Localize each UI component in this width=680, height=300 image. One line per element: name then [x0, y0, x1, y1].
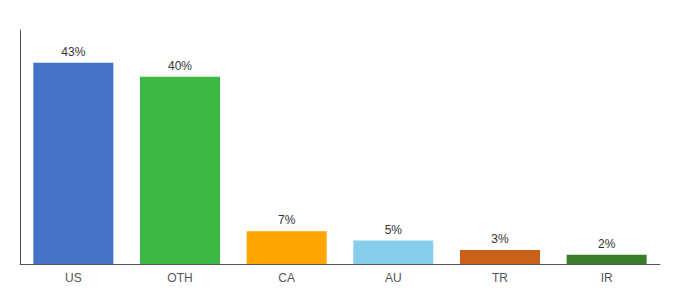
- svg-text:OTH: OTH: [167, 271, 192, 285]
- svg-text:7%: 7%: [278, 213, 296, 227]
- svg-text:5%: 5%: [385, 223, 403, 237]
- svg-text:40%: 40%: [168, 59, 192, 73]
- svg-text:3%: 3%: [491, 232, 509, 246]
- svg-text:CA: CA: [278, 271, 295, 285]
- svg-text:43%: 43%: [61, 45, 85, 59]
- svg-text:2%: 2%: [598, 237, 616, 251]
- svg-text:IR: IR: [601, 271, 613, 285]
- svg-text:US: US: [65, 271, 82, 285]
- svg-text:TR: TR: [492, 271, 508, 285]
- svg-text:AU: AU: [385, 271, 402, 285]
